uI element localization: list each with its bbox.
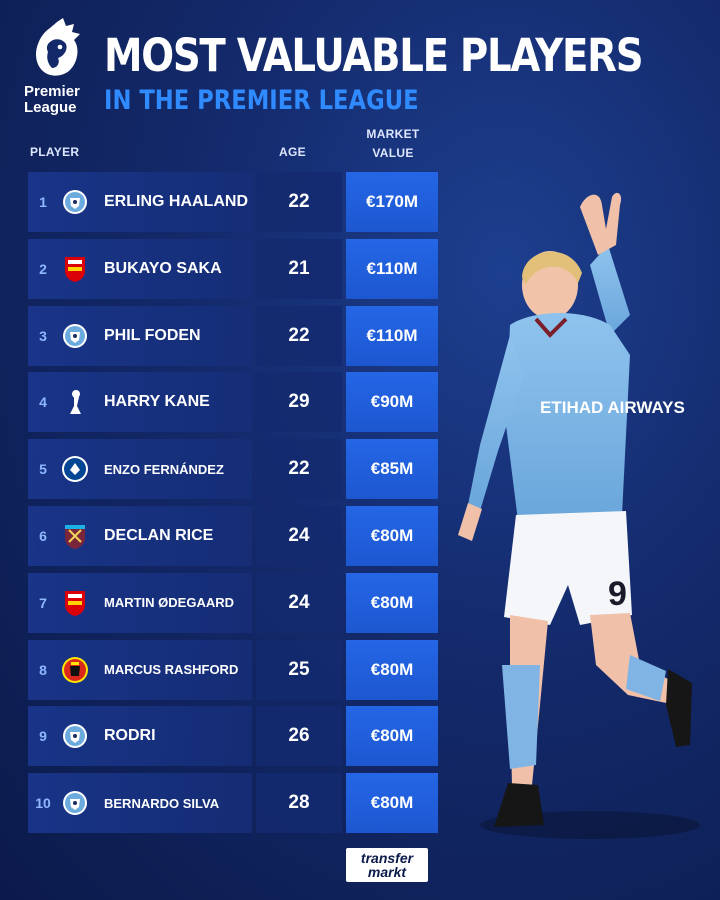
- age-cell: 24: [256, 572, 342, 633]
- column-header-player: PLAYER: [30, 145, 80, 159]
- transfermarkt-logo-line2: markt: [367, 864, 407, 880]
- transfermarkt-logo: transfer markt: [346, 848, 428, 882]
- table-row: 3 PHIL FODEN 22 €110M: [28, 305, 438, 366]
- man-united-crest-icon: [60, 655, 90, 685]
- player-cell: 3 PHIL FODEN: [28, 305, 252, 366]
- rank-number: 1: [39, 194, 47, 210]
- transfermarkt-logo-line1: transfer: [360, 850, 414, 866]
- shirt-sponsor-text: ETIHAD AIRWAYS: [540, 398, 685, 417]
- man-city-crest-icon: [60, 721, 90, 751]
- ranking-table: 1 ERLING HAALAND 22 €170M 2 BUKAYO SAKA …: [28, 172, 438, 840]
- rank-number: 2: [39, 260, 47, 277]
- man-city-crest-icon: [60, 788, 90, 818]
- table-row: 7 MARTIN ØDEGAARD 24 €80M: [28, 572, 438, 633]
- player-cell: 5 ENZO FERNÁNDEZ: [28, 439, 252, 500]
- player-name: BUKAYO SAKA: [104, 259, 222, 277]
- age-cell: 28: [256, 773, 342, 834]
- premier-league-logo: Premier League: [22, 18, 94, 122]
- market-value-cell: €90M: [346, 372, 438, 433]
- column-header-age: AGE: [279, 145, 306, 159]
- table-row: 9 RODRI 26 €80M: [28, 706, 438, 767]
- player-name: HARRY KANE: [104, 393, 210, 411]
- shorts-number: 9: [608, 575, 627, 613]
- age-cell: 29: [256, 372, 342, 433]
- table-row: 4 HARRY KANE 29 €90M: [28, 372, 438, 433]
- market-value-cell: €170M: [346, 172, 438, 232]
- table-row: 6 DECLAN RICE 24 €80M: [28, 505, 438, 566]
- market-value-cell: €80M: [346, 505, 438, 566]
- market-value-cell: €85M: [346, 439, 438, 500]
- arsenal-crest-icon: [60, 588, 90, 618]
- table-row: 2 BUKAYO SAKA 21 €110M: [28, 238, 438, 299]
- rank-number: 9: [39, 728, 47, 745]
- table-row: 1 ERLING HAALAND 22 €170M: [28, 172, 438, 232]
- player-cell: 1 ERLING HAALAND: [28, 172, 252, 232]
- west-ham-crest-icon: [60, 521, 90, 551]
- market-value-cell: €80M: [346, 572, 438, 633]
- man-city-crest-icon: [60, 321, 90, 351]
- age-cell: 22: [256, 305, 342, 366]
- player-name: MARTIN ØDEGAARD: [104, 595, 234, 611]
- chelsea-crest-icon: [60, 454, 90, 484]
- arsenal-crest-icon: [60, 254, 90, 284]
- player-name: RODRI: [104, 727, 156, 745]
- table-row: 10 BERNARDO SILVA 28 €80M: [28, 773, 438, 834]
- player-cell: 8 MARCUS RASHFORD: [28, 639, 252, 700]
- rank-number: 10: [35, 795, 51, 812]
- table-row: 5 ENZO FERNÁNDEZ 22 €85M: [28, 439, 438, 500]
- column-header-market-value-line1: MARKET: [366, 127, 420, 141]
- player-name: DECLAN RICE: [104, 526, 214, 544]
- rank-number: 6: [39, 527, 47, 544]
- rank-number: 7: [39, 594, 47, 611]
- market-value-cell: €110M: [346, 305, 438, 366]
- player-cell: 6 DECLAN RICE: [28, 505, 252, 566]
- age-cell: 24: [256, 505, 342, 566]
- man-city-crest-icon: [60, 187, 90, 217]
- player-name: ENZO FERNÁNDEZ: [104, 461, 224, 477]
- player-name: BERNARDO SILVA: [104, 795, 220, 811]
- player-cell: 9 RODRI: [28, 706, 252, 767]
- player-cell: 4 HARRY KANE: [28, 372, 252, 433]
- age-cell: 26: [256, 706, 342, 767]
- player-cell: 10 BERNARDO SILVA: [28, 773, 252, 834]
- age-cell: 21: [256, 238, 342, 299]
- market-value-cell: €80M: [346, 773, 438, 834]
- page-subtitle: IN THE PREMIER LEAGUE: [104, 85, 419, 116]
- age-cell: 22: [256, 172, 342, 232]
- player-name: PHIL FODEN: [104, 326, 201, 344]
- lion-crest-icon: [36, 18, 80, 76]
- column-header-market-value-line2: VALUE: [372, 146, 414, 160]
- rank-number: 8: [39, 661, 47, 678]
- player-name: ERLING HAALAND: [104, 193, 248, 210]
- player-cell: 7 MARTIN ØDEGAARD: [28, 572, 252, 633]
- page-title: MOST VALUABLE PLAYERS: [104, 29, 644, 82]
- market-value-cell: €80M: [346, 639, 438, 700]
- table-row: 8 MARCUS RASHFORD 25 €80M: [28, 639, 438, 700]
- player-photo: ETIHAD AIRWAYS 9: [458, 192, 700, 839]
- premier-league-wordmark: Premier League: [24, 83, 80, 116]
- rank-number: 4: [39, 394, 47, 411]
- tottenham-crest-icon: [60, 387, 90, 417]
- market-value-cell: €110M: [346, 238, 438, 299]
- player-name: MARCUS RASHFORD: [104, 662, 239, 678]
- player-cell: 2 BUKAYO SAKA: [28, 238, 252, 299]
- age-cell: 22: [256, 439, 342, 500]
- market-value-cell: €80M: [346, 706, 438, 767]
- age-cell: 25: [256, 639, 342, 700]
- rank-number: 3: [39, 327, 47, 344]
- rank-number: 5: [39, 461, 47, 478]
- column-header-market-value: MARKET VALUE: [352, 125, 434, 163]
